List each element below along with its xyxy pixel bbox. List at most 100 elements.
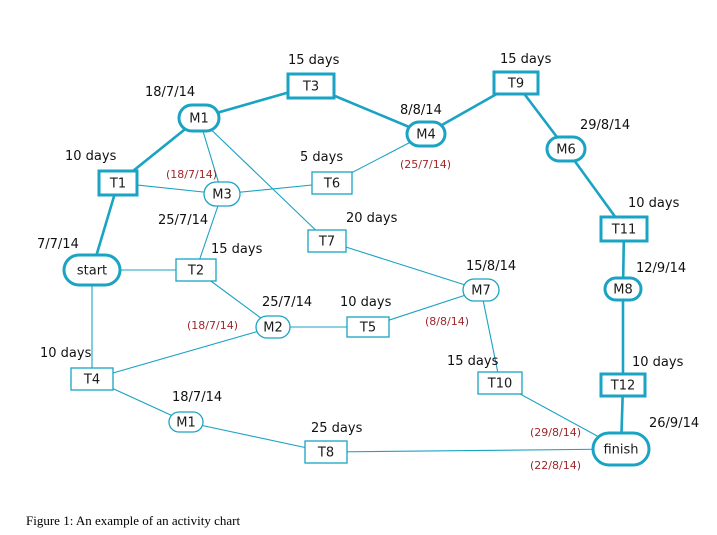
node-start: start <box>62 253 122 287</box>
label-t6-days: 5 days <box>300 150 343 165</box>
node-finish: finish <box>591 431 651 467</box>
node-label: M2 <box>263 321 283 336</box>
label-t12-days: 10 days <box>632 355 684 370</box>
node-shape <box>307 229 347 253</box>
node-label: finish <box>603 443 638 458</box>
node-label: T12 <box>610 379 635 394</box>
node-shape <box>304 440 348 464</box>
node-shape <box>591 431 651 467</box>
node-shape <box>477 371 523 395</box>
node-label: T9 <box>507 77 524 92</box>
label-t4-days: 10 days <box>40 346 92 361</box>
label-m1a-date: 18/7/14 <box>145 85 195 100</box>
node-label: T3 <box>302 80 319 95</box>
label-finish-early-a: (29/8/14) <box>530 426 581 439</box>
node-shape <box>175 258 217 282</box>
node-t6: T6 <box>311 171 353 195</box>
node-shape <box>346 316 390 338</box>
label-finish-date: 26/9/14 <box>649 416 699 431</box>
node-label: T11 <box>611 223 636 238</box>
node-label: M1 <box>189 112 209 127</box>
node-label: M8 <box>613 283 633 298</box>
node-t9: T9 <box>492 70 540 96</box>
label-t9-days: 15 days <box>500 52 552 67</box>
node-shape <box>603 276 643 302</box>
node-label: T1 <box>109 177 126 192</box>
label-m8-date: 12/9/14 <box>636 261 686 276</box>
node-label: T8 <box>317 446 334 461</box>
label-m2-early: (18/7/14) <box>187 319 238 332</box>
node-shape <box>70 367 114 391</box>
node-shape <box>545 135 587 163</box>
label-t5-days: 10 days <box>340 295 392 310</box>
node-shape <box>492 70 540 96</box>
node-m4: M4 <box>405 120 447 148</box>
figure-caption: Figure 1: An example of an activity char… <box>26 513 241 528</box>
label-m3-early: (18/7/14) <box>166 168 217 181</box>
label-m7-early: (8/8/14) <box>425 315 469 328</box>
edge-t4-m2 <box>91 326 274 380</box>
label-t11-days: 10 days <box>628 196 680 211</box>
node-label: M4 <box>416 128 436 143</box>
node-shape <box>462 278 500 302</box>
node-label: M6 <box>556 143 576 158</box>
node-t10: T10 <box>477 371 523 395</box>
node-label: start <box>77 264 107 279</box>
node-m2: M2 <box>255 315 291 339</box>
node-label: T6 <box>323 177 340 192</box>
node-m1a: M1 <box>177 103 221 133</box>
node-shape <box>599 215 649 243</box>
edge-m1b-t8 <box>185 421 327 453</box>
label-m6-date: 29/8/14 <box>580 118 630 133</box>
node-label: M1 <box>176 416 196 431</box>
label-m3-date: 25/7/14 <box>158 213 208 228</box>
edge-t7-m7 <box>326 240 482 291</box>
label-m4-early: (25/7/14) <box>400 158 451 171</box>
node-label: M7 <box>471 284 491 299</box>
node-label: T4 <box>83 373 100 388</box>
node-t11: T11 <box>599 215 649 243</box>
node-t12: T12 <box>599 372 647 398</box>
label-t1-days: 10 days <box>65 149 117 164</box>
label-t8-days: 25 days <box>311 421 363 436</box>
node-t4: T4 <box>70 367 114 391</box>
edge-m1a-t7 <box>198 117 328 242</box>
label-m4-date: 8/8/14 <box>400 103 442 118</box>
activity-chart: start T1 M1 T3 M4 T9 M6 T11 M8 T12 finish M3 T6 T2 T7 M… <box>37 52 699 472</box>
label-t2-days: 15 days <box>211 242 263 257</box>
node-t8: T8 <box>304 440 348 464</box>
edge-t8-finish <box>325 448 622 453</box>
edge-m3-t2 <box>195 193 223 271</box>
node-m6: M6 <box>545 135 587 163</box>
label-start-date: 7/7/14 <box>37 237 79 252</box>
node-label: T2 <box>187 264 204 279</box>
node-m8: M8 <box>603 276 643 302</box>
label-m1b-date: 18/7/14 <box>172 390 222 405</box>
label-m2-date: 25/7/14 <box>262 295 312 310</box>
label-t10-days: 15 days <box>447 354 499 369</box>
node-t7: T7 <box>307 229 347 253</box>
node-shape <box>203 181 241 207</box>
node-shape <box>62 253 122 287</box>
label-finish-early-b: (22/8/14) <box>530 459 581 472</box>
node-t3: T3 <box>286 72 336 100</box>
node-t1: T1 <box>97 169 139 197</box>
node-label: M3 <box>212 188 232 203</box>
node-shape <box>311 171 353 195</box>
node-m7: M7 <box>462 278 500 302</box>
node-shape <box>168 411 204 433</box>
node-m1b: M1 <box>168 411 204 433</box>
label-t7-days: 20 days <box>346 211 398 226</box>
node-shape <box>405 120 447 148</box>
node-t5: T5 <box>346 316 390 338</box>
node-label: T10 <box>487 377 512 392</box>
node-shape <box>97 169 139 197</box>
node-label: T7 <box>318 235 335 250</box>
node-shape <box>255 315 291 339</box>
node-t2: T2 <box>175 258 217 282</box>
node-shape <box>177 103 221 133</box>
label-t3-days: 15 days <box>288 53 340 68</box>
node-label: T5 <box>359 321 376 336</box>
node-shape <box>599 372 647 398</box>
node-m3: M3 <box>203 181 241 207</box>
